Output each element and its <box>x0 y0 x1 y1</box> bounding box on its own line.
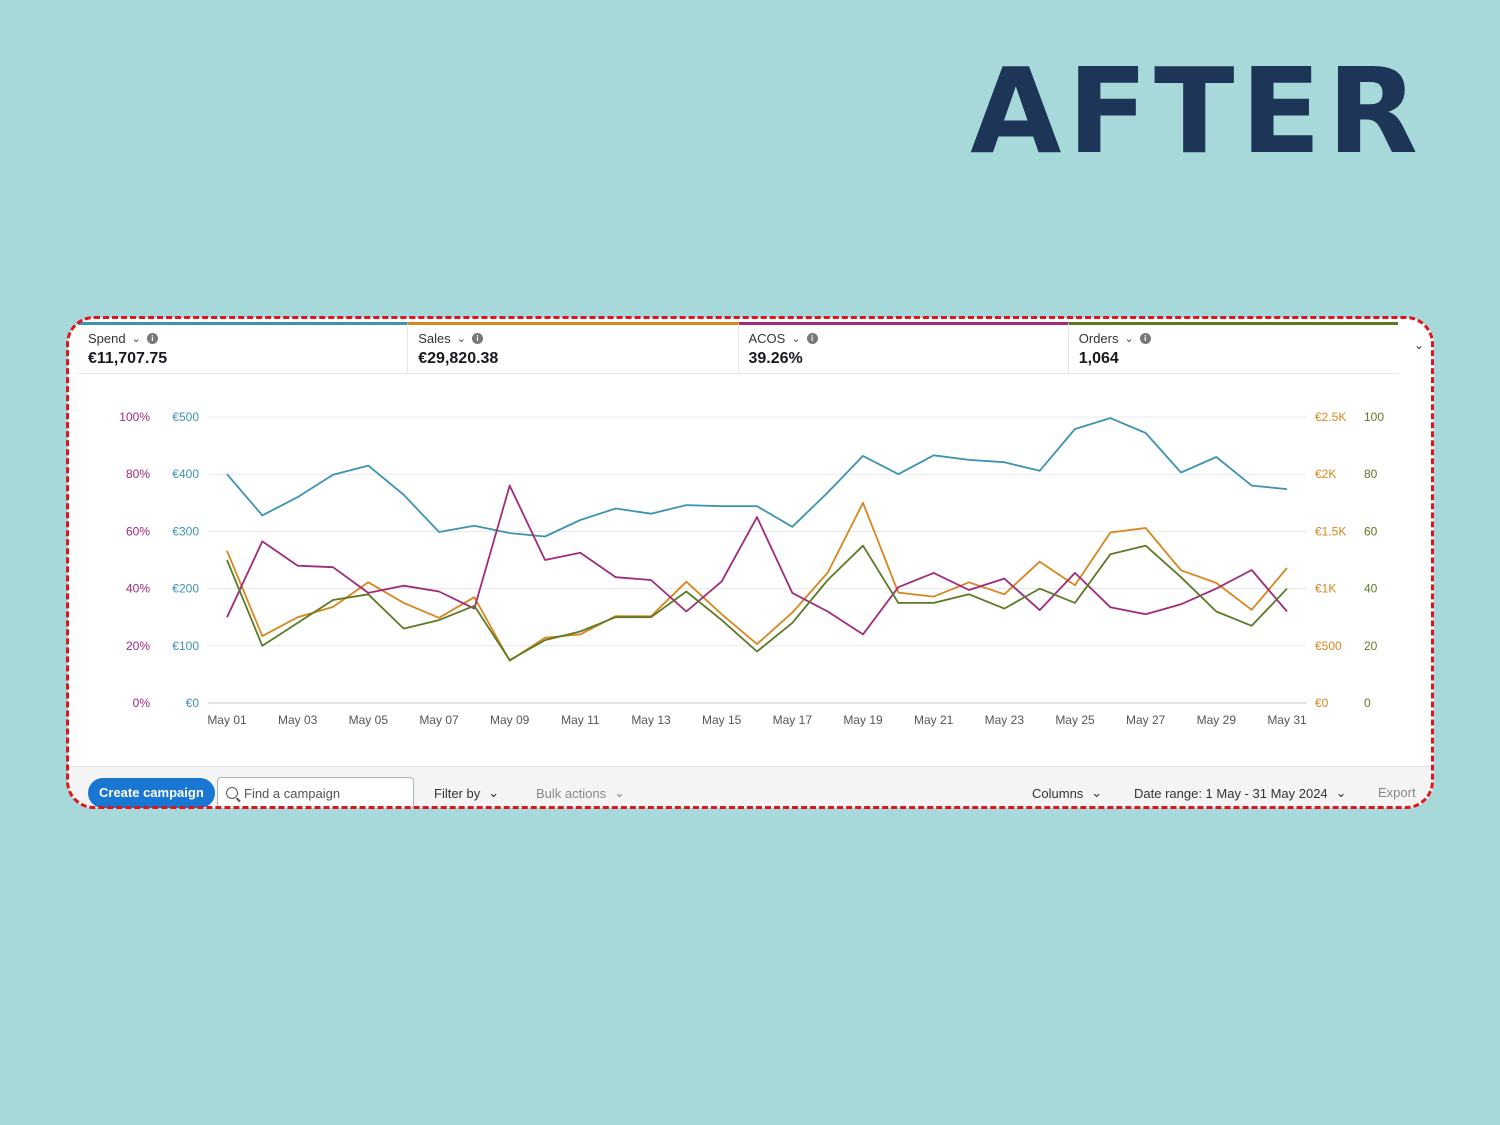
bulk-actions-dropdown[interactable]: Bulk actions ⌄ <box>536 785 625 801</box>
orders-tick-label: 0 <box>1364 696 1371 710</box>
acos-tick-label: 0% <box>133 696 151 710</box>
after-headline: AFTER <box>970 42 1424 180</box>
x-tick-label: May 15 <box>702 713 742 727</box>
x-tick-label: May 21 <box>914 713 954 727</box>
create-campaign-button[interactable]: Create campaign <box>88 778 215 808</box>
date-range-label: Date range: 1 May - 31 May 2024 <box>1134 785 1328 801</box>
x-tick-label: May 19 <box>843 713 883 727</box>
search-input[interactable] <box>244 785 404 801</box>
sales-tick-label: €500 <box>1315 639 1342 653</box>
expand-chevron-icon[interactable]: ⌄ <box>1413 338 1424 352</box>
acos-tick-label: 40% <box>126 582 150 596</box>
acos-tick-label: 20% <box>126 639 150 653</box>
campaign-toolbar: Create campaign Filter by ⌄ Bulk actions… <box>68 766 1434 808</box>
orders-tick-label: 100 <box>1364 410 1384 424</box>
metric-label: Sales <box>418 331 451 346</box>
x-tick-label: May 27 <box>1126 713 1166 727</box>
sales-tick-label: €2.5K <box>1315 410 1346 424</box>
metric-label: Spend <box>88 331 126 346</box>
performance-line-chart: 100% 80% 60% 40% 20% 0% €500 €400 €300 €200 €100 €0… <box>119 410 1384 727</box>
spend-tick-label: €0 <box>186 696 200 710</box>
orders-tick-label: 80 <box>1364 467 1378 481</box>
metric-label: ACOS <box>748 331 786 346</box>
campaign-dashboard-panel: Spend ⌄ i €11,707.75 Sales ⌄ i €29,820.3… <box>68 318 1434 808</box>
chevron-down-icon[interactable]: ⌄ <box>131 333 141 345</box>
sales-tick-label: €2K <box>1315 467 1336 481</box>
x-tick-label: May 13 <box>631 713 671 727</box>
x-tick-label: May 23 <box>985 713 1025 727</box>
chevron-down-icon[interactable]: ⌄ <box>1124 333 1134 345</box>
chevron-down-icon: ⌄ <box>1335 785 1347 800</box>
filter-by-dropdown[interactable]: Filter by ⌄ <box>434 785 499 801</box>
x-tick-label: May 05 <box>349 713 389 727</box>
search-box <box>217 777 414 808</box>
metric-value: 1,064 <box>1078 350 1119 367</box>
metric-tiles: Spend ⌄ i €11,707.75 Sales ⌄ i €29,820.3… <box>78 322 1398 374</box>
x-tick-label: May 17 <box>773 713 813 727</box>
x-tick-label: May 09 <box>490 713 530 727</box>
x-tick-label: May 25 <box>1055 713 1095 727</box>
sales-tick-label: €1.5K <box>1315 524 1346 538</box>
info-icon[interactable]: i <box>1139 333 1151 344</box>
info-icon[interactable]: i <box>472 333 483 344</box>
metric-tile-sales[interactable]: Sales ⌄ i €29,820.38 <box>408 322 739 373</box>
chevron-down-icon[interactable]: ⌄ <box>456 333 466 345</box>
x-tick-label: May 11 <box>561 713 600 727</box>
series-line-spend <box>226 417 1288 538</box>
metric-value: €29,820.38 <box>418 350 499 367</box>
info-icon[interactable]: i <box>806 333 818 344</box>
acos-tick-label: 60% <box>126 524 150 538</box>
spend-tick-label: €100 <box>172 639 199 653</box>
columns-dropdown[interactable]: Columns ⌄ <box>1032 785 1102 801</box>
chevron-down-icon: ⌄ <box>488 785 500 800</box>
acos-tick-label: 80% <box>126 467 150 481</box>
series-line-orders <box>226 544 1288 662</box>
x-tick-label: May 03 <box>278 713 318 727</box>
x-tick-label: May 07 <box>419 713 459 727</box>
bulk-actions-label: Bulk actions <box>536 785 607 801</box>
acos-tick-label: 100% <box>119 410 150 424</box>
x-tick-label: May 01 <box>207 713 247 727</box>
export-button[interactable]: Export <box>1378 785 1416 800</box>
metric-value: 39.26% <box>748 350 803 367</box>
spend-tick-label: €400 <box>172 467 199 481</box>
metric-tile-acos[interactable]: ACOS ⌄ i 39.26% <box>738 322 1069 373</box>
spend-tick-label: €200 <box>172 582 199 596</box>
series-line-acos <box>226 484 1288 636</box>
x-tick-label: May 29 <box>1197 713 1237 727</box>
columns-label: Columns <box>1032 785 1084 801</box>
orders-tick-label: 60 <box>1364 524 1378 538</box>
chevron-down-icon: ⌄ <box>1091 785 1103 800</box>
chevron-down-icon[interactable]: ⌄ <box>791 333 801 345</box>
metric-tile-spend[interactable]: Spend ⌄ i €11,707.75 <box>78 322 409 373</box>
orders-tick-label: 40 <box>1364 582 1378 596</box>
date-range-dropdown[interactable]: Date range: 1 May - 31 May 2024 ⌄ <box>1134 785 1347 801</box>
metric-label: Orders <box>1078 331 1119 346</box>
filter-by-label: Filter by <box>434 785 481 801</box>
info-icon[interactable]: i <box>146 333 158 344</box>
orders-tick-label: 20 <box>1364 639 1378 653</box>
x-tick-label: May 31 <box>1267 713 1307 727</box>
sales-tick-label: €0 <box>1315 696 1329 710</box>
chevron-down-icon: ⌄ <box>614 785 625 800</box>
spend-tick-label: €300 <box>172 524 199 538</box>
metric-tile-orders[interactable]: Orders ⌄ i 1,064 <box>1068 322 1398 373</box>
sales-tick-label: €1K <box>1315 582 1336 596</box>
search-icon <box>226 787 238 799</box>
series-line-sales <box>226 501 1288 662</box>
metric-value: €11,707.75 <box>88 350 168 367</box>
spend-tick-label: €500 <box>172 410 199 424</box>
